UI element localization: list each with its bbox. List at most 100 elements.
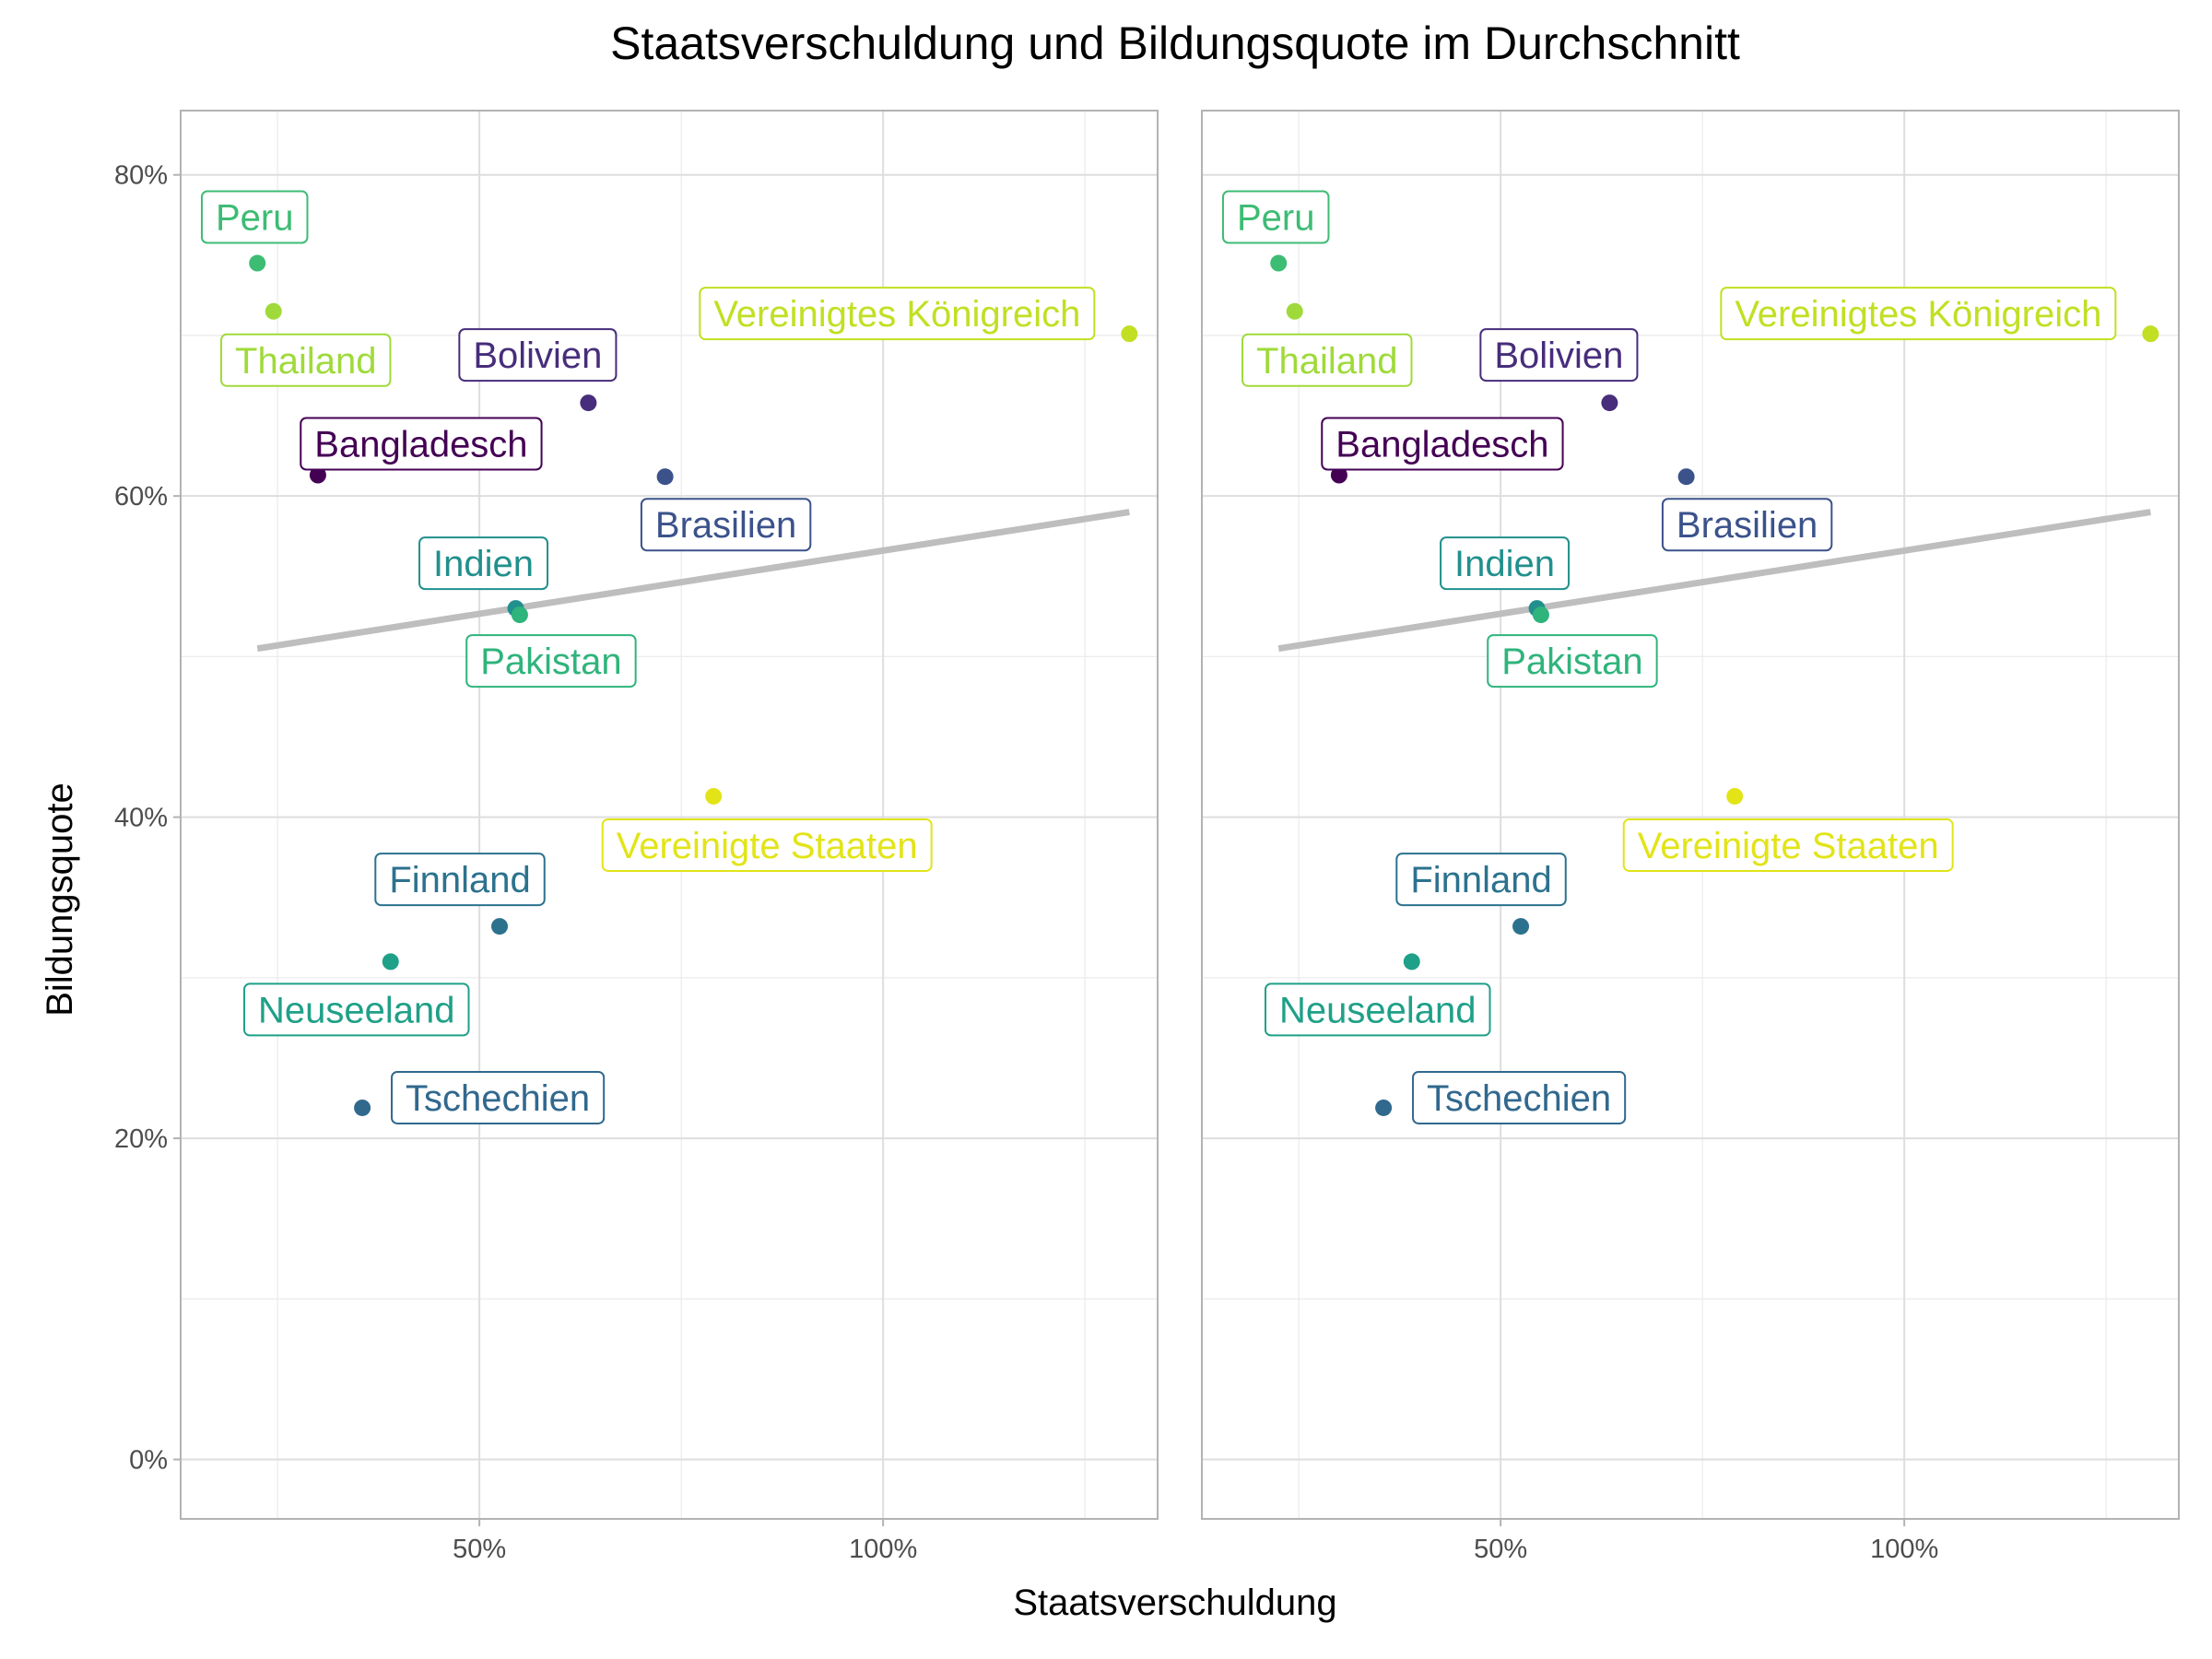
point-label: Bangladesch (300, 417, 543, 471)
point-label: Pakistan (465, 634, 637, 688)
facet-panel-1: 50% 100% 0% 20% 40% 60% 80% Peru Thailand Vereini… (114, 110, 1159, 1564)
point-label-text: Vereinigte Staaten (617, 826, 918, 866)
data-point (656, 468, 674, 486)
point-label-box (418, 536, 549, 591)
point-label: Vereinigte Staaten (1622, 818, 1954, 872)
point-label: Tschechien (1412, 1070, 1627, 1124)
point-label: Neuseeland (243, 982, 470, 1037)
panel-border (180, 110, 1159, 1520)
x-tick-label: 50% (453, 1535, 506, 1564)
x-tick-label: 50% (1474, 1535, 1527, 1564)
x-tick-label: 100% (1870, 1535, 1938, 1564)
data-point (309, 466, 326, 484)
point-label-text: Thailand (1256, 341, 1397, 382)
point-label-text: Pakistan (1501, 641, 1642, 682)
point-label: Indien (418, 536, 549, 591)
point-label-box (243, 982, 470, 1037)
point-label-text: Bolivien (473, 335, 602, 376)
point-label: Thailand (220, 333, 392, 387)
point-label-box (1321, 417, 1564, 471)
point-label-text: Indien (1454, 544, 1555, 584)
point-label-text: Brasilien (655, 505, 796, 546)
point-label-box (1487, 634, 1658, 688)
point-label: Bolivien (458, 328, 618, 382)
data-point (1601, 394, 1618, 412)
point-label-box (1241, 333, 1413, 387)
point-label: Peru (200, 190, 309, 244)
data-point (1532, 606, 1549, 624)
point-label-box (220, 333, 392, 387)
data-point (705, 787, 723, 805)
point-label-box (1479, 328, 1639, 382)
point-label-box (1440, 536, 1571, 591)
point-label-box (1265, 982, 1491, 1037)
point-label-box (1395, 853, 1567, 907)
y-tick-label: 20% (114, 1124, 168, 1154)
point-label-text: Finnland (389, 860, 530, 900)
point-label-box (1622, 818, 1954, 872)
data-point (580, 394, 597, 412)
data-point (1121, 325, 1138, 343)
panel-border (1201, 110, 2180, 1520)
point-label-box (391, 1070, 606, 1124)
point-label: Peru (1221, 190, 1330, 244)
point-label-text: Vereinigtes Königreich (713, 294, 1080, 335)
point-label: Pakistan (1487, 634, 1658, 688)
point-label-text: Brasilien (1677, 505, 1818, 546)
data-point (249, 254, 266, 272)
point-label-text: Tschechien (406, 1078, 590, 1119)
point-label-text: Indien (433, 544, 534, 584)
point-label-text: Vereinigte Staaten (1638, 826, 1939, 866)
point-label: Finnland (374, 853, 546, 907)
point-label-box (640, 498, 812, 552)
data-point (1403, 953, 1420, 971)
point-label-text: Tschechien (1427, 1078, 1611, 1119)
x-axis-title: Staatsverschuldung (1013, 1583, 1336, 1623)
point-label: Neuseeland (1265, 982, 1491, 1037)
trend-line (256, 509, 1130, 653)
x-tick-label: 100% (849, 1535, 917, 1564)
data-point (1330, 466, 1347, 484)
point-label-text: Peru (1237, 198, 1315, 239)
y-tick-label: 60% (114, 482, 168, 512)
point-label-text: Bangladesch (1335, 425, 1548, 465)
point-label-text: Thailand (235, 341, 376, 382)
point-label-box (374, 853, 546, 907)
point-label-text: Pakistan (480, 641, 621, 682)
point-label: Thailand (1241, 333, 1413, 387)
point-label: Finnland (1395, 853, 1567, 907)
point-label-box (1661, 498, 1833, 552)
point-label: Brasilien (640, 498, 812, 552)
y-tick-label: 80% (114, 161, 168, 191)
data-point (1677, 468, 1695, 486)
point-label-text: Neuseeland (1279, 990, 1477, 1030)
point-label-box (1412, 1070, 1627, 1124)
point-label-text: Peru (216, 198, 294, 239)
point-label-box (1720, 287, 2117, 341)
point-label: Vereinigte Staaten (601, 818, 933, 872)
data-point (1726, 787, 1744, 805)
point-label-text: Neuseeland (258, 990, 455, 1030)
point-label-text: Finnland (1410, 860, 1551, 900)
data-point (354, 1099, 371, 1116)
point-label: Brasilien (1661, 498, 1833, 552)
point-label: Bolivien (1479, 328, 1639, 382)
point-label: Vereinigtes Königreich (699, 287, 1096, 341)
data-point (1375, 1099, 1393, 1116)
point-label: Indien (1440, 536, 1571, 591)
point-label-box (1221, 190, 1330, 244)
point-label-box (300, 417, 543, 471)
point-label-text: Vereinigtes Königreich (1735, 294, 2101, 335)
data-point (511, 606, 528, 624)
point-label: Bangladesch (1321, 417, 1564, 471)
point-label-text: Bangladesch (314, 425, 527, 465)
data-point (1512, 918, 1530, 935)
point-label-box (601, 818, 933, 872)
point-label-box (465, 634, 637, 688)
data-point (491, 918, 509, 935)
facet-panel-2: 50% 100% Peru Thailand Vereinigtes Königreic… (1201, 110, 2180, 1564)
point-label: Vereinigtes Königreich (1720, 287, 2117, 341)
data-point (1286, 302, 1303, 320)
